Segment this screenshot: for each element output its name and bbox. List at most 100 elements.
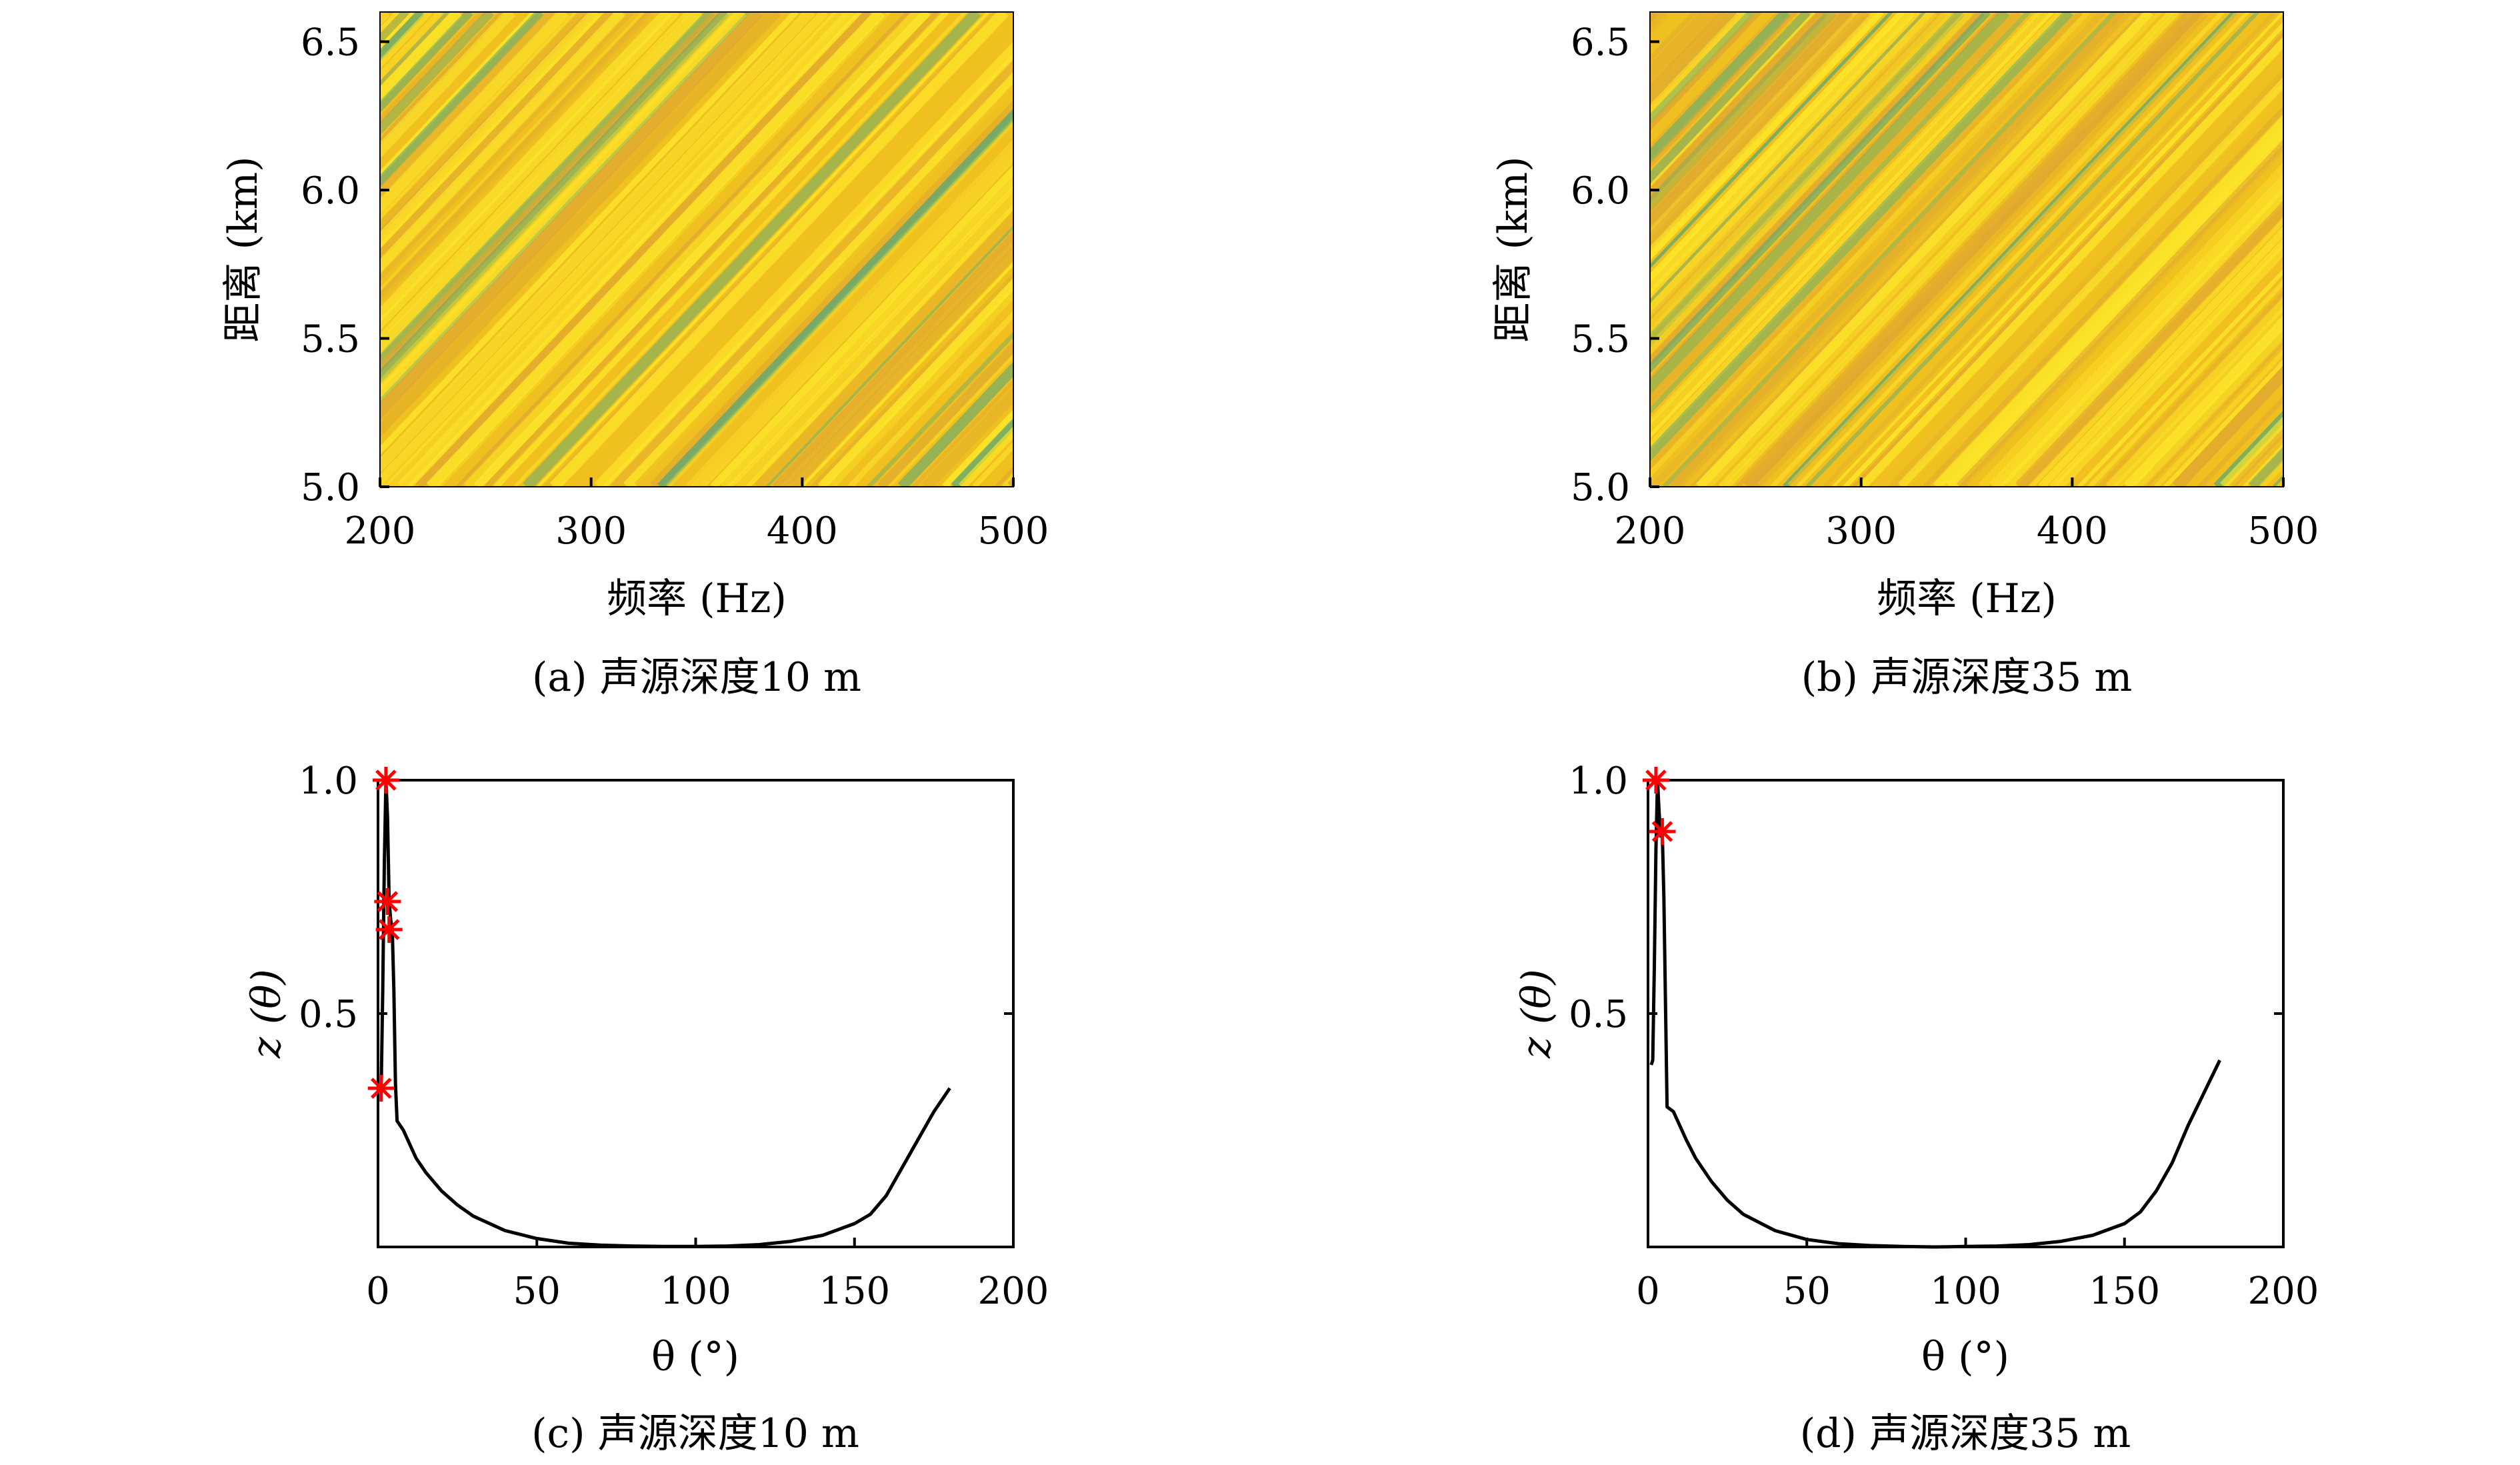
striation bbox=[1650, 12, 1965, 347]
striation bbox=[912, 379, 1013, 487]
striation bbox=[380, 12, 615, 263]
panel-a-frame bbox=[379, 11, 1014, 487]
striation bbox=[2303, 12, 2520, 487]
striation bbox=[380, 12, 556, 201]
striation bbox=[826, 286, 1013, 487]
striation bbox=[673, 125, 1013, 487]
peak-marker bbox=[1642, 767, 1669, 794]
striation bbox=[0, 12, 349, 487]
striation bbox=[380, 12, 505, 146]
y-tick-label: 6.5 bbox=[301, 21, 360, 65]
panel-a-xlabel: 频率 (Hz) bbox=[607, 575, 787, 622]
peak-marker-stroke bbox=[375, 770, 397, 791]
x-tick-label: 0 bbox=[366, 1270, 390, 1313]
panel-c: 0 50 100 150 200 0.5 1.0 θ (°) z (θ) (c) 声源深度1… bbox=[243, 760, 1049, 1457]
striation bbox=[415, 12, 872, 487]
striation bbox=[1853, 31, 2283, 487]
striation bbox=[981, 449, 1013, 487]
striation bbox=[1989, 173, 2283, 487]
striation bbox=[685, 139, 1013, 487]
peak-marker bbox=[372, 767, 399, 794]
striation bbox=[2243, 443, 2283, 487]
striation bbox=[2069, 259, 2283, 487]
striation bbox=[380, 12, 747, 403]
striation bbox=[380, 12, 691, 342]
peak-marker-stroke bbox=[378, 919, 400, 940]
x-tick-label: 500 bbox=[978, 509, 1049, 553]
striation bbox=[2105, 296, 2283, 487]
striation bbox=[594, 41, 1013, 487]
striation bbox=[397, 12, 857, 487]
striation bbox=[380, 12, 409, 46]
striation bbox=[650, 99, 1013, 487]
y-tick-label: 1.0 bbox=[299, 760, 358, 803]
striation bbox=[380, 12, 634, 281]
striation bbox=[1650, 12, 1750, 121]
striation bbox=[588, 38, 1013, 487]
peak-marker bbox=[375, 916, 403, 943]
striation bbox=[1650, 12, 1669, 36]
striation bbox=[1650, 12, 1893, 269]
panel-a-striations bbox=[0, 12, 1475, 487]
striation bbox=[995, 466, 1013, 487]
striation bbox=[1002, 473, 1013, 487]
y-tick-label: 5.0 bbox=[1571, 466, 1630, 509]
striation bbox=[2259, 459, 2283, 487]
striation bbox=[934, 402, 1013, 487]
y-tick-label: 6.5 bbox=[1571, 21, 1630, 65]
striation bbox=[380, 12, 463, 103]
striation bbox=[1650, 12, 1739, 109]
striation bbox=[426, 12, 885, 487]
striation bbox=[2282, 483, 2283, 485]
striation bbox=[755, 211, 1013, 487]
striation bbox=[1650, 12, 2073, 462]
striation bbox=[504, 12, 960, 487]
striation bbox=[380, 12, 601, 249]
striation bbox=[603, 52, 1013, 487]
striation bbox=[1749, 12, 2208, 487]
striation bbox=[1650, 12, 1915, 295]
striation bbox=[1024, 12, 1475, 487]
panel-b-xlabel: 频率 (Hz) bbox=[1877, 575, 2057, 622]
striation bbox=[380, 12, 485, 125]
striation bbox=[1650, 12, 1828, 203]
striation bbox=[699, 153, 1013, 487]
striation bbox=[380, 12, 799, 455]
striation bbox=[380, 12, 680, 331]
striation bbox=[1889, 68, 2283, 487]
peak-marker-stroke bbox=[377, 891, 399, 912]
striation bbox=[380, 12, 399, 34]
striation bbox=[1183, 12, 1634, 487]
y-tick-label: 0.5 bbox=[299, 993, 358, 1036]
striation bbox=[380, 12, 715, 369]
striation bbox=[1650, 12, 1905, 283]
striation bbox=[746, 203, 1013, 487]
striation bbox=[380, 12, 770, 425]
striation bbox=[729, 185, 1013, 487]
striation bbox=[1650, 12, 1955, 337]
striation bbox=[972, 441, 1013, 487]
striation bbox=[1650, 12, 1797, 169]
x-tick-label: 200 bbox=[1615, 509, 1686, 553]
striation bbox=[719, 174, 1013, 487]
striation bbox=[380, 12, 626, 275]
panel-d: 0 50 100 150 200 0.5 1.0 θ (°) z (θ) (d) 声源深度3… bbox=[1513, 760, 2319, 1457]
striation bbox=[1923, 105, 2283, 487]
striation bbox=[1650, 12, 1706, 73]
panel-c-caption: (c) 声源深度10 m bbox=[531, 1410, 859, 1457]
striation bbox=[380, 12, 807, 463]
striation bbox=[493, 12, 949, 487]
striation bbox=[1650, 12, 2106, 487]
striation bbox=[0, 12, 370, 487]
striation bbox=[1650, 12, 1761, 131]
striation bbox=[569, 16, 1013, 487]
y-tick-label: 0.5 bbox=[1569, 993, 1628, 1036]
striation bbox=[1650, 12, 2054, 439]
striation bbox=[1956, 139, 2283, 487]
striation bbox=[380, 12, 516, 159]
striation bbox=[922, 386, 1013, 487]
striation bbox=[1159, 12, 1610, 487]
striation bbox=[1650, 12, 1817, 189]
striation bbox=[1978, 162, 2283, 487]
striation bbox=[380, 12, 703, 357]
